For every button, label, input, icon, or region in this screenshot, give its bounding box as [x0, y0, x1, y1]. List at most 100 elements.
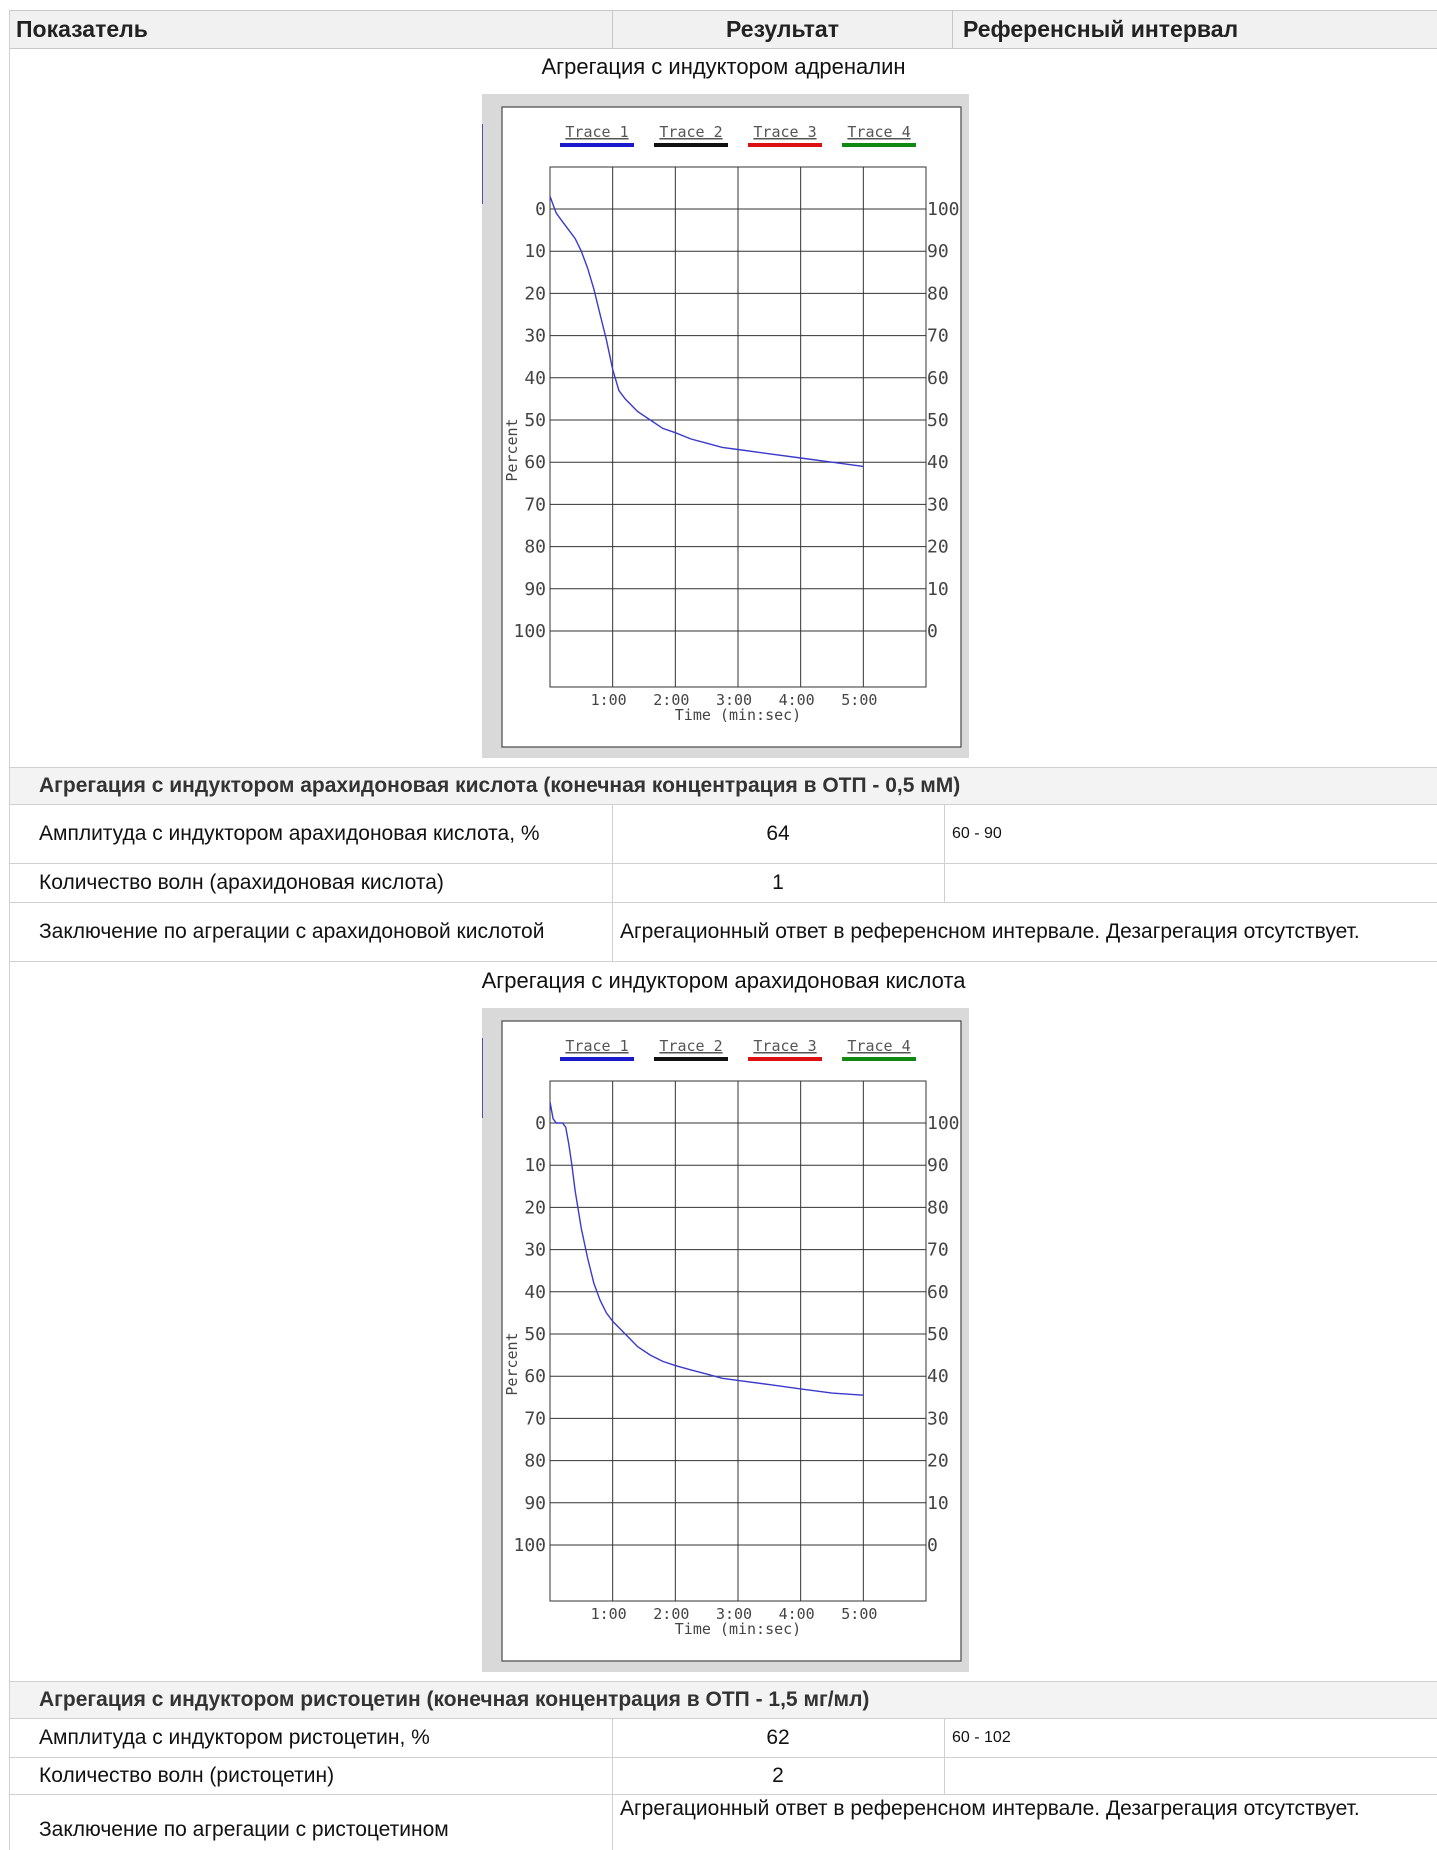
header-indicator-label: Показатель: [16, 16, 148, 42]
section-title-ristocetin-text: Агрегация с индуктором ристоцетин (конеч…: [39, 1688, 870, 1711]
section-title-arachidonic: Агрегация с индуктором арахидоновая кисл…: [10, 768, 1437, 804]
y-tick-left: 60: [524, 452, 546, 473]
legend-swatch: [654, 1057, 728, 1061]
row-arachidonic-amplitude-reference: 60 - 90: [944, 805, 1437, 863]
y-tick-left: 30: [524, 326, 546, 347]
legend-swatch: [842, 1057, 916, 1061]
y-tick-left: 50: [524, 1324, 546, 1345]
legend-entry: Trace 4: [847, 123, 910, 141]
header-result: Результат: [612, 10, 952, 49]
divider: [10, 767, 1437, 768]
series-line: [549, 1101, 864, 1396]
x-tick-label: 2:00: [653, 691, 689, 709]
y-tick-left: 0: [535, 1113, 546, 1134]
row-arachidonic-waves-result: 1: [612, 864, 944, 902]
divider: [612, 805, 613, 961]
row-arachidonic-amplitude-result: 64: [612, 805, 944, 863]
divider: [10, 1681, 1437, 1682]
y-tick-right: 40: [927, 1366, 949, 1387]
divider: [612, 1719, 613, 1850]
y-tick-right: 90: [927, 1155, 949, 1176]
x-tick-label: 1:00: [591, 691, 627, 709]
legend-entry: Trace 3: [753, 123, 816, 141]
chart2-caption: Агрегация с индуктором арахидоновая кисл…: [481, 968, 966, 993]
y-tick-left: 30: [524, 1240, 546, 1261]
row-ristocetin-conclusion-result: Агрегационный ответ в референсном интерв…: [612, 1795, 1437, 1850]
row-label: Количество волн (арахидоновая кислота): [39, 871, 444, 894]
row-arachidonic-conclusion-label: Заключение по агрегации с арахидоновой к…: [10, 903, 612, 961]
x-tick-label: 4:00: [779, 1605, 815, 1623]
y-tick-left: 50: [524, 410, 546, 431]
y-tick-left: 0: [535, 199, 546, 220]
header-reference: Референсный интервал: [952, 10, 1437, 49]
y-tick-left: 90: [524, 579, 546, 600]
x-axis-label: Time (min:sec): [675, 1620, 801, 1638]
legend-entry: Trace 2: [659, 123, 722, 141]
section-title-ristocetin: Агрегация с индуктором ристоцетин (конеч…: [10, 1682, 1437, 1718]
y-tick-left: 80: [524, 1451, 546, 1472]
x-tick-label: 5:00: [841, 1605, 877, 1623]
divider: [944, 805, 945, 902]
row-arachidonic-conclusion-result: Агрегационный ответ в референсном интерв…: [612, 903, 1437, 961]
series-line: [549, 196, 864, 468]
y-tick-right: 30: [927, 1408, 949, 1429]
divider: [10, 902, 1437, 903]
row-label: Количество волн (ристоцетин): [39, 1764, 335, 1787]
legend-swatch: [560, 1057, 634, 1061]
divider: [10, 804, 1437, 805]
divider: [10, 961, 1437, 962]
y-tick-right: 50: [927, 1324, 949, 1345]
y-tick-right: 80: [927, 1197, 949, 1218]
row-label: Амплитуда с индуктором арахидоновая кисл…: [39, 822, 540, 845]
y-tick-left: 20: [524, 1197, 546, 1218]
row-arachidonic-waves-label: Количество волн (арахидоновая кислота): [10, 864, 612, 902]
y-tick-right: 0: [927, 1535, 938, 1556]
legend-entry: Trace 2: [659, 1037, 722, 1055]
y-tick-right: 20: [927, 537, 949, 558]
y-tick-left: 80: [524, 537, 546, 558]
y-tick-left: 90: [524, 1493, 546, 1514]
y-tick-right: 100: [927, 199, 960, 220]
y-tick-right: 100: [927, 1113, 960, 1134]
legend-swatch: [654, 143, 728, 147]
section-title-arachidonic-text: Агрегация с индуктором арахидоновая кисл…: [39, 774, 961, 797]
table-left-border: [9, 10, 10, 1850]
row-result: Агрегационный ответ в референсном интерв…: [620, 920, 1360, 943]
x-tick-label: 3:00: [716, 1605, 752, 1623]
legend-entry: Trace 4: [847, 1037, 910, 1055]
y-tick-right: 50: [927, 410, 949, 431]
row-result: Агрегационный ответ в референсном интерв…: [620, 1797, 1360, 1820]
y-tick-right: 40: [927, 452, 949, 473]
row-label: Заключение по агрегации с ристоцетином: [39, 1817, 449, 1841]
x-tick-label: 5:00: [841, 691, 877, 709]
row-ristocetin-waves-result: 2: [612, 1758, 944, 1794]
y-tick-left: 10: [524, 1155, 546, 1176]
y-tick-left: 60: [524, 1366, 546, 1387]
y-tick-right: 30: [927, 494, 949, 515]
legend-entry: Trace 3: [753, 1037, 816, 1055]
y-tick-left: 40: [524, 1282, 546, 1303]
row-label: Амплитуда с индуктором ристоцетин, %: [39, 1726, 430, 1749]
y-tick-left: 100: [513, 1535, 546, 1556]
row-result: 62: [766, 1726, 790, 1749]
header-reference-label: Референсный интервал: [963, 16, 1239, 42]
y-tick-left: 40: [524, 368, 546, 389]
row-ristocetin-amplitude-result: 62: [612, 1719, 944, 1757]
divider: [944, 1719, 945, 1794]
divider: [10, 1757, 1437, 1758]
x-axis-label: Time (min:sec): [675, 706, 801, 724]
legend-entry: Trace 1: [565, 123, 628, 141]
y-tick-left: 70: [524, 1408, 546, 1429]
row-label: Заключение по агрегации с арахидоновой к…: [39, 920, 545, 943]
legend-swatch: [748, 1057, 822, 1061]
y-tick-right: 20: [927, 1451, 949, 1472]
legend-swatch: [748, 143, 822, 147]
chart1-panel: 0 100 10 90 20 80 30 70 40 60 50 50 60 40 70 30 80 20 90 10…: [481, 94, 969, 758]
y-tick-right: 10: [927, 579, 949, 600]
chart1-caption: Агрегация с индуктором адреналин: [541, 54, 906, 79]
chart2-panel: 0 100 10 90 20 80 30 70 40 60 50 50 60 40 70 30 80 20 90 10…: [481, 1008, 969, 1672]
divider: [10, 1718, 1437, 1719]
y-tick-left: 20: [524, 283, 546, 304]
